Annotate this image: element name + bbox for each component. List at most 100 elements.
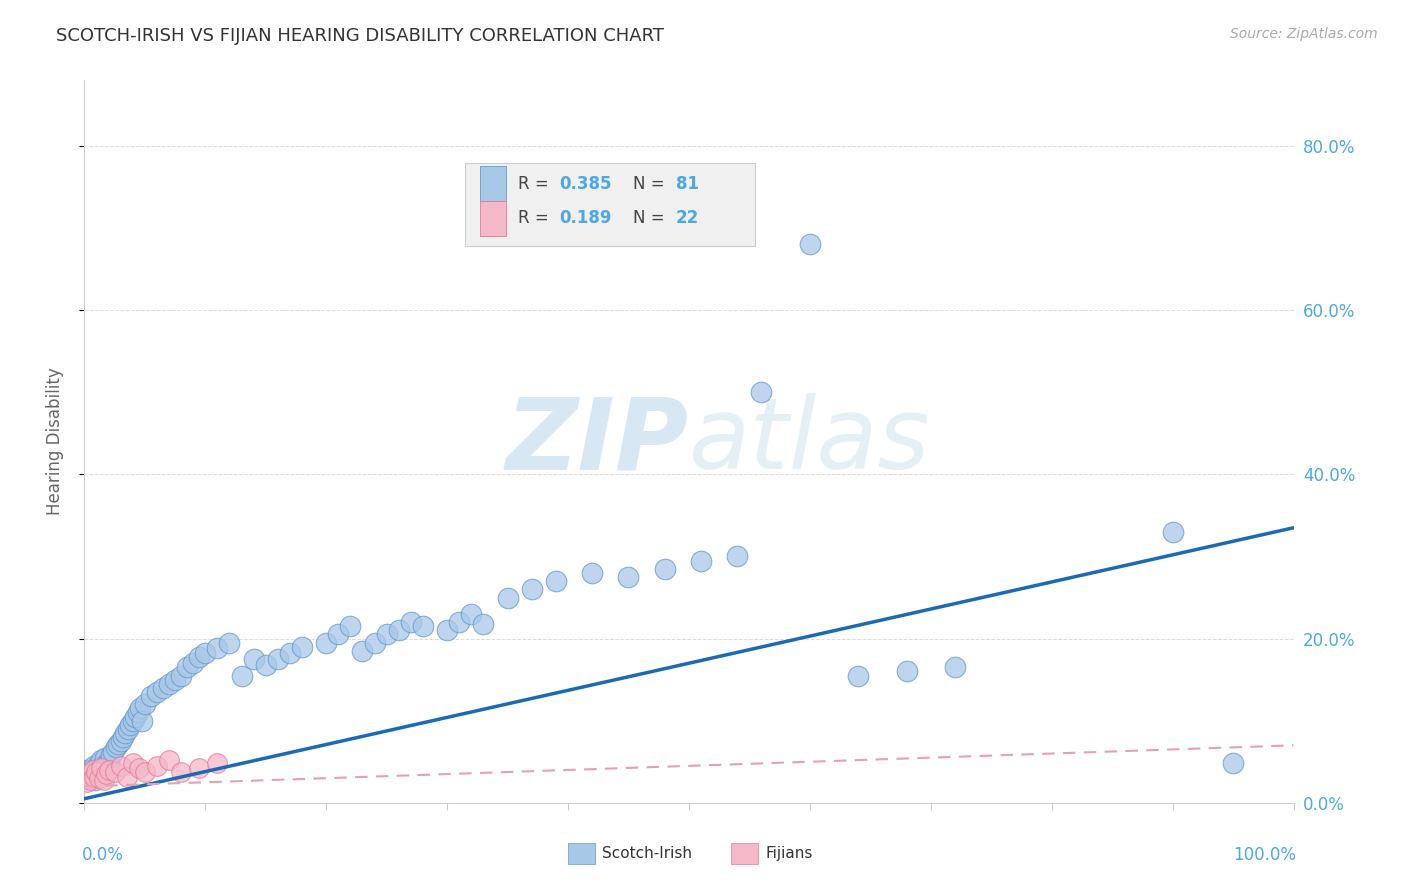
Point — [472, 616, 495, 631]
Point — [80, 764, 103, 779]
Point — [363, 636, 385, 650]
Text: 0.385: 0.385 — [560, 175, 612, 193]
Point — [157, 753, 180, 767]
Point — [460, 607, 482, 621]
Point — [93, 772, 115, 787]
Point — [115, 770, 138, 784]
Point — [103, 745, 125, 759]
Point — [83, 770, 105, 784]
Text: 22: 22 — [676, 210, 699, 227]
Point — [412, 619, 434, 633]
Point — [242, 652, 264, 666]
Text: R =: R = — [519, 175, 554, 193]
Point — [896, 665, 918, 679]
Point — [84, 772, 107, 787]
Point — [231, 668, 253, 682]
Text: 100.0%: 100.0% — [1233, 847, 1296, 864]
Point — [170, 764, 193, 779]
Point — [139, 689, 162, 703]
Point — [375, 627, 398, 641]
Point — [121, 714, 143, 728]
Point — [87, 756, 110, 771]
Text: 81: 81 — [676, 175, 699, 193]
Text: atlas: atlas — [689, 393, 931, 490]
Point — [104, 764, 127, 779]
Point — [315, 636, 337, 650]
Point — [176, 660, 198, 674]
Point — [77, 767, 100, 781]
Point — [846, 668, 869, 682]
Y-axis label: Hearing Disability: Hearing Disability — [45, 368, 63, 516]
Text: Scotch-Irish: Scotch-Irish — [602, 846, 692, 861]
Point — [77, 767, 100, 781]
Point — [751, 385, 773, 400]
Point — [188, 649, 211, 664]
Point — [100, 748, 122, 763]
Point — [86, 764, 108, 779]
Point — [114, 726, 136, 740]
Point — [96, 756, 118, 771]
Point — [799, 237, 821, 252]
Point — [617, 570, 640, 584]
Bar — [479, 166, 506, 201]
Point — [127, 706, 149, 720]
Point — [725, 549, 748, 564]
Point — [339, 619, 361, 633]
Point — [170, 668, 193, 682]
Point — [90, 761, 112, 775]
Point — [218, 636, 240, 650]
Point — [117, 722, 139, 736]
Text: N =: N = — [633, 175, 671, 193]
Point — [146, 685, 169, 699]
Point — [76, 763, 98, 777]
Point — [110, 734, 132, 748]
Point — [207, 641, 229, 656]
Point — [79, 763, 101, 777]
Text: ZIP: ZIP — [506, 393, 689, 490]
Point — [112, 730, 135, 744]
Point — [134, 764, 156, 779]
Text: Source: ZipAtlas.com: Source: ZipAtlas.com — [1230, 27, 1378, 41]
Point — [90, 753, 112, 767]
Point — [544, 574, 567, 588]
Point — [83, 759, 105, 773]
Point — [388, 624, 411, 638]
Point — [86, 761, 108, 775]
Point — [97, 763, 120, 777]
Point — [1222, 756, 1244, 771]
Point — [581, 566, 603, 580]
Text: 0.189: 0.189 — [560, 210, 612, 227]
Point — [194, 646, 217, 660]
Point — [134, 698, 156, 712]
Point — [165, 673, 187, 687]
Point — [94, 767, 117, 781]
Point — [107, 737, 129, 751]
Point — [79, 772, 101, 787]
Point — [77, 771, 100, 785]
Text: R =: R = — [519, 210, 554, 227]
Point — [146, 759, 169, 773]
Point — [152, 681, 174, 695]
Point — [181, 657, 204, 671]
Bar — [479, 201, 506, 235]
Point — [291, 640, 314, 654]
Point — [449, 615, 471, 630]
Point — [94, 750, 117, 764]
Point — [328, 627, 350, 641]
Point — [207, 756, 229, 771]
Point — [120, 718, 142, 732]
Point — [131, 714, 153, 728]
Point — [97, 755, 120, 769]
Point — [104, 739, 127, 754]
Point — [91, 759, 114, 773]
Point — [87, 771, 110, 785]
Point — [496, 591, 519, 605]
Bar — [568, 843, 595, 864]
Point — [157, 677, 180, 691]
Point — [943, 660, 966, 674]
Point — [82, 770, 104, 784]
Point — [399, 615, 422, 630]
FancyBboxPatch shape — [465, 163, 755, 246]
Point — [654, 562, 676, 576]
Point — [76, 775, 98, 789]
